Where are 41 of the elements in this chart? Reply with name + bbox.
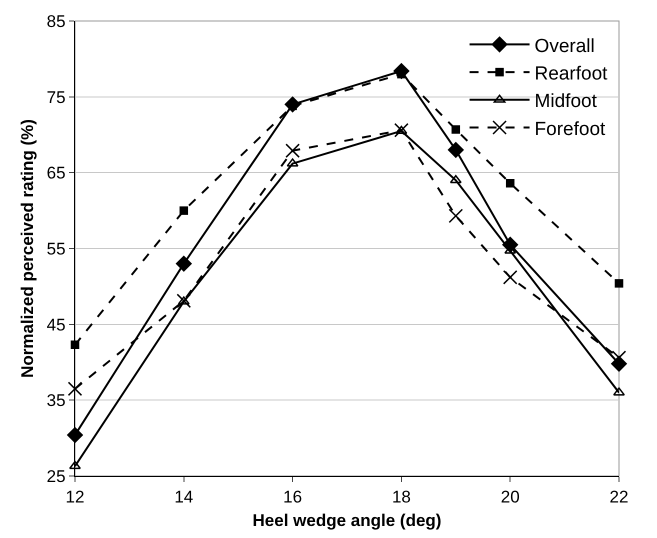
point bbox=[394, 122, 409, 138]
y-axis-title: Normalized perceived rating (%) bbox=[18, 119, 38, 378]
point bbox=[67, 427, 83, 443]
point bbox=[176, 294, 192, 308]
point bbox=[286, 158, 299, 167]
x-tick-label: 22 bbox=[610, 487, 628, 506]
y-tick-label: 55 bbox=[46, 239, 66, 258]
point bbox=[68, 382, 82, 396]
point bbox=[180, 206, 188, 215]
y-tick-label: 75 bbox=[46, 88, 66, 107]
point bbox=[611, 356, 627, 372]
legend-label: Overall bbox=[534, 36, 595, 57]
point bbox=[452, 125, 460, 134]
x-tick-label: 12 bbox=[66, 487, 84, 506]
point bbox=[284, 96, 300, 112]
legend-label: Rearfoot bbox=[534, 64, 608, 85]
x-tick-label: 20 bbox=[500, 487, 520, 506]
point bbox=[178, 296, 190, 305]
legend-label: Forefoot bbox=[534, 118, 606, 140]
y-tick-label: 45 bbox=[46, 315, 66, 334]
point bbox=[614, 279, 624, 288]
point bbox=[448, 208, 464, 224]
legend-label: Midfoot bbox=[534, 91, 598, 112]
x-tick-label: 14 bbox=[174, 487, 194, 506]
point bbox=[502, 270, 518, 285]
x-tick-label: 16 bbox=[283, 487, 302, 506]
x-axis-title: Heel wedge angle (deg) bbox=[252, 510, 442, 530]
point bbox=[502, 236, 518, 253]
x-tick-label: 18 bbox=[392, 487, 411, 506]
point bbox=[176, 256, 192, 272]
y-tick-label: 85 bbox=[46, 12, 66, 31]
point bbox=[448, 142, 464, 158]
point bbox=[69, 460, 81, 470]
y-tick-label: 25 bbox=[46, 466, 66, 486]
point bbox=[70, 340, 80, 350]
point bbox=[613, 387, 625, 396]
point bbox=[285, 143, 300, 158]
point bbox=[394, 63, 410, 79]
y-tick-label: 65 bbox=[46, 164, 66, 183]
point bbox=[506, 179, 514, 188]
y-tick-label: 35 bbox=[46, 391, 66, 410]
